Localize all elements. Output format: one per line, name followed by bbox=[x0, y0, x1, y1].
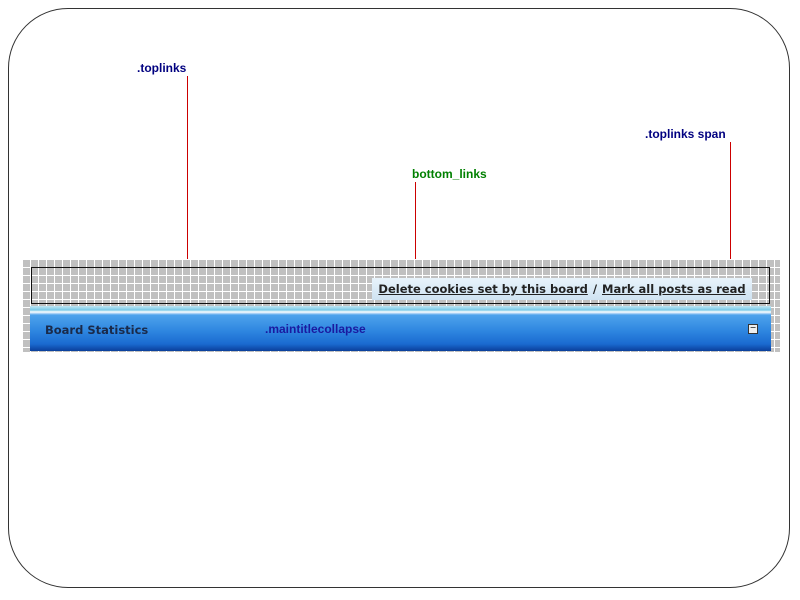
annotation-maintitlecollapse: .maintitlecollapse bbox=[265, 322, 366, 336]
delete-cookies-link[interactable]: Delete cookies set by this board bbox=[378, 282, 588, 296]
annotation-toplinks: .toplinks bbox=[137, 61, 187, 75]
toplinks-box bbox=[31, 267, 770, 304]
link-separator: / bbox=[592, 282, 598, 296]
annotation-bottom-links: bottom_links bbox=[412, 167, 487, 181]
maintitle-text: Board Statistics bbox=[45, 323, 149, 337]
canvas-frame bbox=[8, 8, 790, 588]
annotation-toplinks-span: .toplinks span bbox=[645, 127, 726, 141]
mark-all-read-link[interactable]: Mark all posts as read bbox=[602, 282, 746, 296]
toplinks-span: Delete cookies set by this board / Mark … bbox=[372, 278, 752, 300]
maintitle-bar: Board Statistics .maintitlecollapse − bbox=[30, 306, 771, 351]
pointer-line bbox=[415, 182, 416, 282]
pointer-line bbox=[187, 76, 188, 266]
pointer-line bbox=[730, 142, 731, 282]
toplinks-container bbox=[22, 259, 780, 352]
minus-icon[interactable]: − bbox=[748, 323, 758, 334]
